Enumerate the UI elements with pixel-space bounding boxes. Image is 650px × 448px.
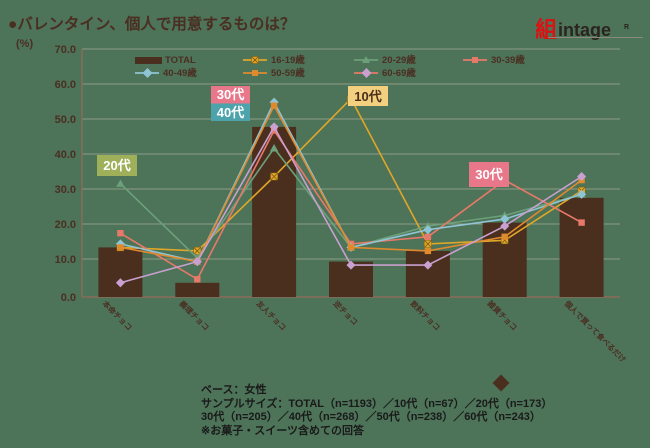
svg-text:逆チョコ: 逆チョコ bbox=[332, 298, 361, 327]
svg-text:50.0: 50.0 bbox=[55, 114, 76, 126]
svg-text:10.0: 10.0 bbox=[55, 254, 76, 266]
svg-text:個人で買って食べるだけ: 個人で買って食べるだけ bbox=[562, 298, 629, 365]
svg-text:40.0: 40.0 bbox=[55, 149, 76, 161]
svg-text:30代: 30代 bbox=[217, 87, 244, 102]
svg-text:30.0: 30.0 bbox=[55, 184, 76, 196]
svg-text:40代: 40代 bbox=[217, 105, 244, 120]
svg-text:飲料チョコ: 飲料チョコ bbox=[408, 298, 443, 333]
svg-text:義理チョコ: 義理チョコ bbox=[178, 298, 212, 332]
svg-text:10代: 10代 bbox=[354, 89, 381, 104]
svg-text:30-39歳: 30-39歳 bbox=[491, 54, 525, 66]
svg-text:TOTAL: TOTAL bbox=[165, 55, 196, 66]
svg-text:本命チョコ: 本命チョコ bbox=[101, 298, 135, 332]
svg-text:0.0: 0.0 bbox=[61, 292, 76, 304]
svg-text:20.0: 20.0 bbox=[55, 219, 76, 231]
svg-text:40-49歳: 40-49歳 bbox=[163, 67, 197, 79]
svg-text:20-29歳: 20-29歳 bbox=[382, 54, 416, 66]
svg-text:50-59歳: 50-59歳 bbox=[271, 67, 305, 79]
svg-text:20代: 20代 bbox=[103, 158, 130, 173]
svg-text:雑貨チョコ: 雑貨チョコ bbox=[485, 298, 520, 333]
svg-text:(%): (%) bbox=[16, 38, 33, 50]
svg-text:30代: 30代 bbox=[475, 167, 502, 182]
svg-text:16-19歳: 16-19歳 bbox=[271, 54, 305, 66]
svg-text:友人チョコ: 友人チョコ bbox=[255, 298, 289, 332]
svg-text:70.0: 70.0 bbox=[55, 44, 76, 56]
svg-text:60.0: 60.0 bbox=[55, 79, 76, 91]
svg-text:60-69歳: 60-69歳 bbox=[382, 67, 416, 79]
